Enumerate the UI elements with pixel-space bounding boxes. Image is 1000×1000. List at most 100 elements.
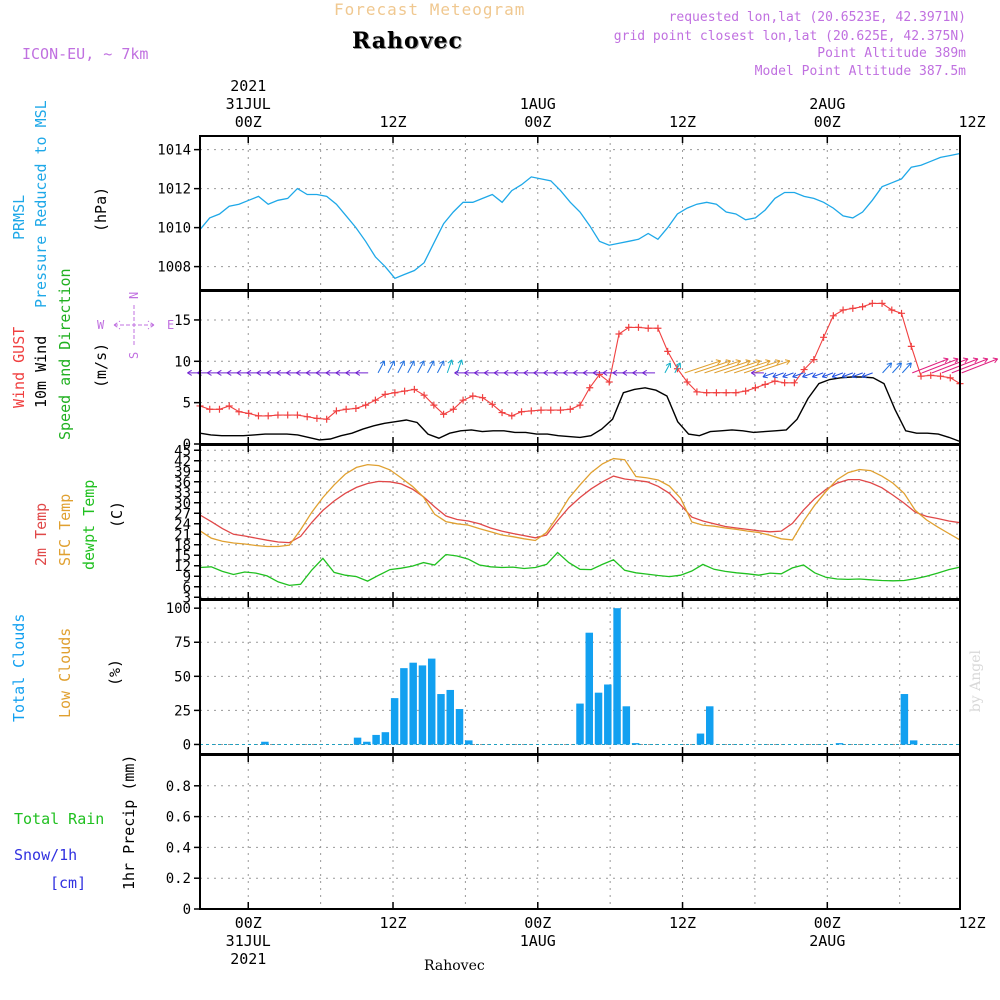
wind-direction-arrowhead [772, 372, 778, 379]
wind-direction-arrowhead [972, 357, 979, 364]
wind-direction-arrow [674, 362, 681, 374]
sfc-temp-ylabel: SFC Temp [56, 494, 74, 566]
cloud-total-bar [706, 706, 714, 745]
wind-direction-arrowhead [429, 360, 435, 366]
compass-rose-icon [113, 305, 155, 345]
gust-marker [245, 409, 253, 417]
gust-marker [839, 306, 847, 314]
wind-direction-arrowhead [305, 369, 311, 376]
gust-marker [401, 387, 409, 395]
y-tick-label: 0 [183, 737, 191, 753]
wind-direction-arrow [931, 358, 969, 374]
panel-precip: 0 0.2 0.4 0.6 0.8 Total Rain Snow/1h [cm] 1hr Pr… [14, 755, 960, 918]
wind-direction-arrowhead [896, 362, 902, 368]
gust-marker [518, 408, 526, 416]
wind-direction-arrowhead [851, 372, 857, 379]
wind-direction-arrowhead [886, 362, 893, 368]
pressure-ylabel: PRMSL [10, 195, 28, 240]
gust-marker [761, 380, 769, 388]
sfc-temp-series [199, 457, 961, 548]
wind-direction-arrowhead [765, 359, 771, 366]
wind-direction-arrowhead [439, 360, 445, 366]
gust-marker [946, 374, 954, 382]
wind-direction-arrowhead [226, 369, 232, 376]
wind-direction-arrowhead [642, 369, 647, 376]
cloud-total-bar [622, 706, 631, 745]
wind-direction-arrowhead [315, 369, 321, 376]
station-name: Rahovec [352, 28, 463, 54]
gust-marker [469, 392, 477, 400]
gust-marker [703, 389, 711, 397]
wind-direction-arrow [407, 360, 415, 374]
y-tick-label: 50 [174, 669, 191, 685]
wind-direction-arrowhead [246, 369, 252, 376]
requested-location: requested lon,lat (20.6523E, 42.3971N) [668, 10, 966, 25]
bottom-time-label: 2AUG [809, 932, 845, 950]
gust-marker [664, 347, 672, 355]
wind-direction-arrowhead [409, 360, 415, 366]
wind-direction-arrowhead [553, 369, 558, 376]
cloud-total-bar [604, 684, 612, 745]
gust-marker [625, 323, 633, 331]
wind-direction-arrow [427, 360, 435, 374]
wind-direction-arrowhead [399, 360, 405, 366]
bottom-time-label: 2021 [230, 950, 266, 968]
wind-direction-arrow [397, 360, 405, 374]
gust-marker [898, 309, 906, 317]
cloud-total-bar [381, 732, 390, 745]
wind-series [199, 376, 961, 443]
panel-clouds: 0 25 50 75 100 Total Clouds Low Clouds (%) [10, 600, 960, 754]
product-title: Forecast Meteogram [334, 0, 526, 19]
gust-marker [235, 408, 243, 416]
gust-marker [810, 356, 818, 364]
cloud-total-bar [427, 658, 436, 745]
cloud-total-bar [835, 743, 844, 745]
temp-2m-series [199, 475, 961, 544]
wind-direction-arrowhead [802, 372, 808, 379]
wind-direction-arrowhead [775, 359, 781, 366]
y-tick-label: 0.8 [166, 779, 191, 795]
gust-marker [742, 387, 750, 395]
gust-marker [313, 414, 321, 422]
rain-legend: Total Rain [14, 810, 104, 828]
y-tick-label: 18 [174, 538, 191, 554]
gust-marker [605, 378, 613, 386]
wind-gust-ylabel: Wind GUST [10, 327, 28, 408]
wind-direction-arrowhead [513, 369, 519, 376]
wind-direction-arrowhead [256, 369, 262, 376]
wind-direction-arrow [882, 362, 892, 374]
gust-marker [888, 306, 896, 314]
gust-marker [547, 406, 555, 414]
gust-marker [868, 299, 876, 307]
bottom-time-label: 12Z [959, 914, 986, 932]
wind-direction-arrowhead [216, 369, 222, 376]
gust-marker [225, 402, 233, 410]
top-time-label: 2021 [230, 77, 266, 95]
compass-east: E [167, 318, 174, 332]
gust-marker [420, 391, 428, 399]
gust-marker [595, 371, 603, 379]
bottom-time-label: 31JUL [226, 932, 271, 950]
wind-direction-arrowhead [286, 369, 291, 376]
wind-direction-arrowhead [992, 357, 999, 364]
gust-marker [634, 323, 642, 331]
gust-marker [781, 379, 789, 387]
gust-marker [527, 407, 535, 415]
y-tick-label: 1012 [157, 182, 191, 198]
y-tick-label: 0 [183, 437, 191, 453]
wind-direction-arrowhead [464, 369, 469, 376]
wind-direction-arrowhead [762, 372, 768, 379]
cloud-total-bar [631, 743, 640, 745]
wind-direction-arrow [841, 372, 854, 378]
bottom-time-label: 00Z [235, 914, 262, 932]
panel-pressure: 1008 1010 1012 1014 PRMSL Pressure Reduced to… [10, 100, 961, 308]
wind-direction-arrowhead [543, 369, 549, 376]
snow-legend: Snow/1h [14, 846, 77, 864]
cloud-total-bar [418, 665, 427, 745]
wind-direction-arrowhead [792, 372, 798, 379]
wind-direction-arrow [792, 372, 804, 378]
top-time-label: 12Z [379, 113, 406, 131]
top-time-label: 00Z [814, 113, 841, 131]
grid-point-location: grid point closest lon,lat (20.625E, 42.… [613, 29, 966, 44]
wind-direction-arrowhead [943, 357, 949, 364]
